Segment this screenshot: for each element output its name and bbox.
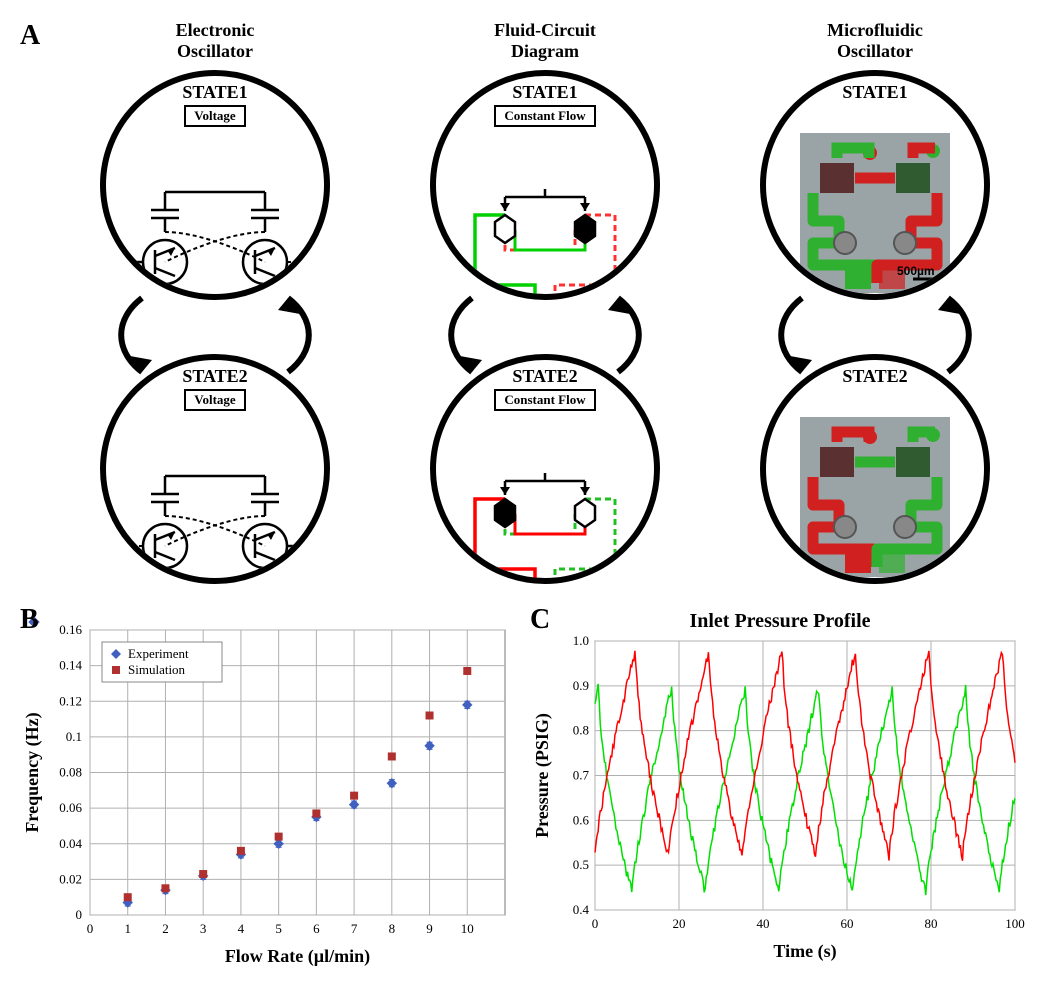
electronic-circuit-icon [106,127,324,300]
column-title: Fluid-CircuitDiagram [390,20,700,62]
state-label: STATE1 [106,82,324,103]
state-label: STATE1 [766,82,984,103]
state-stack: STATE1Constant FlowSTATE2Constant Flow [390,62,700,602]
state-stack: STATE1VoltageSTATE2Voltage [60,62,370,602]
state-label: STATE1 [436,82,654,103]
svg-text:0.1: 0.1 [66,729,82,744]
state-stack: STATE1 500µm STATE2 [720,62,1030,602]
panel-b: B 01234567891000.020.040.060.080.10.120.… [20,610,520,975]
panel-a-label: A [20,20,40,52]
svg-text:Pressure (PSIG): Pressure (PSIG) [532,713,553,838]
svg-text:8: 8 [389,921,396,936]
svg-text:0.5: 0.5 [573,857,589,872]
svg-text:20: 20 [673,916,686,931]
scale-bar-label: 500µm [897,264,935,278]
state-circle: STATE2Constant Flow [430,354,660,584]
svg-text:0: 0 [87,921,94,936]
state-label: STATE2 [106,366,324,387]
state-label: STATE2 [766,366,984,387]
electronic-circuit-icon [106,411,324,584]
svg-text:0.9: 0.9 [573,678,589,693]
svg-text:1.0: 1.0 [573,633,589,648]
freq-vs-flow-chart: 0 1 2 3 4 5 6 7 8 9 10 0 0.02 0.04 0.06 0.08 0.1 0.12 0.14… [20,610,520,970]
svg-text:80: 80 [925,916,938,931]
svg-text:1: 1 [124,921,130,936]
source-box-label: Voltage [184,105,245,127]
state-circle: STATE1Voltage [100,70,330,300]
svg-text:Flow Rate (µl/min): Flow Rate (µl/min) [225,946,370,967]
svg-text:0.8: 0.8 [573,723,589,738]
panel-c: C Inlet Pressure Profile 0204060801000.4… [530,610,1030,975]
panel-b-label: B [20,604,39,636]
svg-text:0.08: 0.08 [59,765,82,780]
svg-text:0.04: 0.04 [59,836,82,851]
state-label: STATE2 [436,366,654,387]
panel-c-label: C [530,604,550,636]
svg-text:100: 100 [1005,916,1025,931]
svg-text:0.4: 0.4 [573,902,590,917]
microfluidic-photo-icon: 500µm [766,103,984,300]
pressure-profile-chart: 0 20 40 60 80 100 0.4 0.5 0.6 0.7 0.8 0.9 1.0 Time (s… [530,633,1030,965]
svg-text:5: 5 [275,921,282,936]
svg-text:0.7: 0.7 [573,768,590,783]
svg-text:10: 10 [461,921,474,936]
svg-text:Frequency (Hz): Frequency (Hz) [22,712,43,832]
source-box-label: Constant Flow [494,389,595,411]
svg-text:9: 9 [426,921,433,936]
svg-text:60: 60 [841,916,854,931]
svg-text:0.02: 0.02 [59,871,82,886]
svg-text:0.12: 0.12 [59,693,82,708]
panel-a-column: Fluid-CircuitDiagramSTATE1Constant FlowS… [390,20,700,602]
svg-text:Time (s): Time (s) [773,941,836,962]
panel-a-column: ElectronicOscillatorSTATE1VoltageSTATE2V… [60,20,370,602]
svg-text:6: 6 [313,921,320,936]
svg-text:4: 4 [238,921,245,936]
panel-a-columns: ElectronicOscillatorSTATE1VoltageSTATE2V… [20,20,1030,602]
svg-text:2: 2 [162,921,169,936]
state-circle: STATE2 [760,354,990,584]
svg-text:7: 7 [351,921,358,936]
source-box-label: Voltage [184,389,245,411]
microfluidic-photo-icon [766,387,984,584]
state-circle: STATE2Voltage [100,354,330,584]
svg-text:0: 0 [592,916,599,931]
fluid-circuit-icon [436,127,654,300]
svg-text:Experiment: Experiment [128,646,189,661]
state-circle: STATE1 500µm [760,70,990,300]
fluid-circuit-icon [436,411,654,584]
svg-text:0: 0 [76,907,83,922]
state-circle: STATE1Constant Flow [430,70,660,300]
svg-text:3: 3 [200,921,207,936]
column-title: MicrofluidicOscillator [720,20,1030,62]
panel-bc-row: B 01234567891000.020.040.060.080.10.120.… [20,610,1030,975]
svg-text:40: 40 [757,916,770,931]
column-title: ElectronicOscillator [60,20,370,62]
figure-root: A ElectronicOscillatorSTATE1VoltageSTATE… [20,20,1030,975]
svg-text:Simulation: Simulation [128,662,186,677]
source-box-label: Constant Flow [494,105,595,127]
panel-c-title: Inlet Pressure Profile [530,610,1030,633]
svg-text:0.16: 0.16 [59,622,82,637]
panel-a: A ElectronicOscillatorSTATE1VoltageSTATE… [20,20,1030,600]
svg-text:0.6: 0.6 [573,812,590,827]
svg-text:0.14: 0.14 [59,658,82,673]
svg-text:0.06: 0.06 [59,800,82,815]
panel-a-column: MicrofluidicOscillator STATE1 500µm STATE2 [720,20,1030,602]
